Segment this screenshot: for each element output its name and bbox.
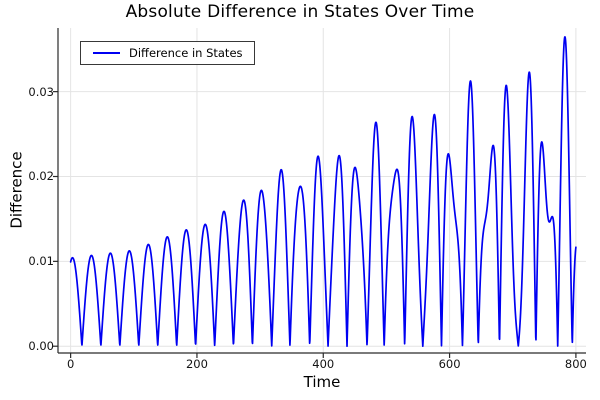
legend-line-sample [93,52,120,54]
series-line [69,36,577,348]
y-tick-label: 0.03 [28,84,54,99]
x-tick-label: 600 [438,357,461,371]
y-axis-title: Difference [7,151,26,229]
legend: Difference in States [80,41,255,65]
x-tick-label: 800 [564,357,587,371]
y-tick-label: 0.00 [28,339,54,354]
legend-label: Difference in States [129,46,243,60]
y-tick-label: 0.02 [28,169,54,184]
x-tick-label: 400 [312,357,335,371]
x-tick-label: 0 [66,357,75,371]
chart-title: Absolute Difference in States Over Time [125,2,475,22]
x-tick-label: 200 [185,357,208,371]
y-tick-label: 0.01 [28,254,54,269]
x-axis-title: Time [303,373,341,391]
